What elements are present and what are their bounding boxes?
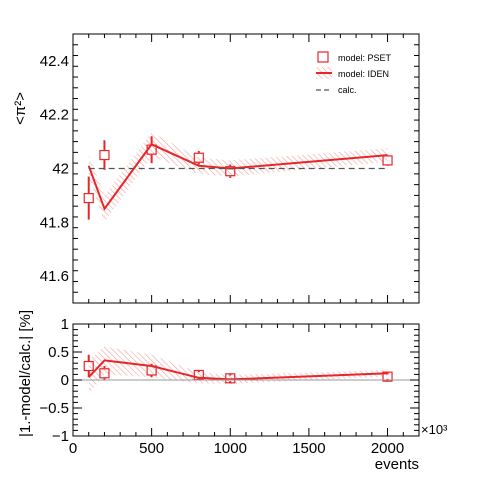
x-axis-title: events bbox=[375, 456, 419, 473]
bottom-band-model-iden bbox=[88, 346, 388, 394]
top-line-model-iden bbox=[87, 143, 388, 211]
top-y-tick-label: 42.2 bbox=[40, 107, 69, 124]
bottom-point-model-pset bbox=[193, 369, 204, 381]
x-multiplier-label: ×10³ bbox=[421, 422, 448, 437]
top-y-tick-label: 41.6 bbox=[40, 268, 69, 285]
bottom-y-tick-label: 0.5 bbox=[48, 344, 69, 361]
x-tick-label: 500 bbox=[139, 440, 164, 457]
top-point-model-pset bbox=[225, 166, 236, 177]
x-tick-label: 0 bbox=[69, 440, 77, 457]
bottom-line-model-iden bbox=[87, 359, 388, 381]
legend: model: PSET model: IDEN calc. bbox=[316, 51, 392, 95]
top-y-tick-label: 42.4 bbox=[40, 53, 69, 70]
bottom-point-model-pset bbox=[99, 368, 110, 379]
bottom-y-tick-label: 0 bbox=[61, 372, 69, 389]
legend-marker-pset bbox=[317, 51, 329, 63]
top-point-model-pset bbox=[382, 155, 393, 166]
top-point-model-pset bbox=[193, 152, 204, 163]
top-point-model-pset bbox=[83, 192, 94, 204]
top-point-model-pset bbox=[99, 149, 110, 161]
bottom-y-tick-label: −1 bbox=[52, 428, 69, 445]
x-tick-label: 2000 bbox=[371, 440, 404, 457]
legend-label-iden: model: IDEN bbox=[338, 69, 389, 79]
top-y-axis-title: <π²> bbox=[12, 92, 29, 125]
bottom-y-tick-label: 1 bbox=[61, 316, 69, 333]
legend-label-pset: model: PSET bbox=[338, 53, 392, 63]
bottom-y-axis-title: |1.-model/calc.| [%] bbox=[17, 310, 34, 437]
x-tick-label: 1000 bbox=[214, 440, 247, 457]
legend-label-calc: calc. bbox=[338, 85, 357, 95]
top-band-model-iden bbox=[88, 132, 388, 223]
bottom-point-model-pset bbox=[382, 371, 393, 382]
bottom-point-model-pset bbox=[83, 360, 94, 372]
bottom-y-tick-label: −0.5 bbox=[39, 400, 69, 417]
top-y-tick-label: 41.8 bbox=[40, 214, 69, 231]
top-y-tick-label: 42 bbox=[52, 161, 69, 178]
x-tick-label: 1500 bbox=[292, 440, 325, 457]
